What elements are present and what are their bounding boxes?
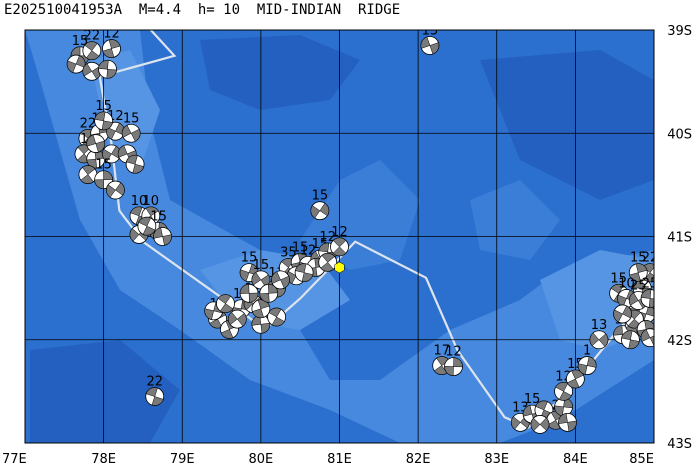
depth-label: 15	[292, 240, 309, 255]
longitude-labels: 77E 78E 79E 80E 81E 82E 83E 84E 85E	[2, 452, 654, 467]
depth-label: 15	[630, 251, 647, 266]
focal-mechanism	[125, 154, 145, 174]
depth-label: 15	[610, 271, 627, 286]
focal-mechanism	[86, 134, 106, 153]
focal-mechanism	[106, 180, 125, 200]
focal-mechanism	[318, 252, 338, 272]
focal-mechanism	[640, 328, 654, 348]
latitude-tick-label: 42S	[667, 334, 692, 349]
focal-mechanism	[216, 294, 235, 314]
focal-mechanism	[102, 39, 121, 58]
focal-mechanism	[577, 356, 597, 375]
focal-mechanism	[153, 227, 172, 246]
depth-label: 15	[524, 392, 541, 407]
focal-mechanisms: 1522122210121515115101015151012115151235…	[66, 23, 659, 434]
depth-label: 25	[642, 276, 659, 291]
latitude-tick-label: 41S	[667, 231, 692, 246]
focal-mechanism	[82, 61, 102, 81]
focal-mechanism	[330, 237, 349, 257]
map-title: E202510041953A M=4.4 h= 10 MID-INDIAN RI…	[4, 2, 401, 18]
longitude-tick-label: 83E	[484, 452, 509, 467]
depth-label: 15	[150, 209, 167, 224]
depth-label: 15	[312, 189, 329, 204]
focal-mechanism	[94, 111, 114, 131]
depth-label: 10	[618, 276, 635, 291]
depth-label: 15	[253, 258, 270, 273]
depth-label: 1	[583, 344, 591, 359]
focal-mechanism	[530, 415, 550, 434]
longitude-tick-label: 84E	[563, 452, 588, 467]
focal-mechanism	[121, 123, 141, 143]
depth-label: 22	[80, 116, 97, 131]
longitude-tick-label: 85E	[629, 452, 654, 467]
epicenter-marker	[334, 261, 345, 274]
depth-label: 10	[131, 194, 148, 209]
focal-mechanism	[565, 369, 585, 389]
focal-mechanism	[251, 270, 271, 290]
longitude-tick-label: 78E	[91, 452, 116, 467]
latitude-tick-label: 43S	[667, 437, 692, 452]
focal-mechanism	[98, 59, 117, 79]
focal-mechanism	[137, 216, 157, 236]
focal-mechanism	[259, 283, 279, 303]
focal-mechanism	[251, 314, 271, 334]
map-frame	[24, 29, 655, 444]
focal-mechanism	[294, 263, 314, 283]
depth-label: 1	[80, 132, 88, 147]
longitude-tick-label: 81E	[327, 452, 352, 467]
focal-mechanism	[640, 289, 654, 308]
longitude-tick-label: 77E	[2, 452, 27, 467]
latitude-tick-label: 40S	[667, 127, 692, 142]
depth-label: 12	[331, 225, 348, 240]
depth-label: 12	[103, 27, 120, 42]
focal-mechanism	[558, 412, 577, 432]
focal-mechanism	[271, 270, 290, 290]
focal-mechanism	[444, 357, 463, 376]
longitude-tick-label: 80E	[248, 452, 273, 467]
bathymetry-deep	[30, 35, 654, 443]
focal-mechanism	[239, 283, 259, 303]
depth-label: 10	[143, 194, 160, 209]
depth-label: 22	[642, 251, 659, 266]
focal-mechanism	[554, 381, 573, 401]
depth-label: 15	[95, 99, 112, 114]
depth-label: 12	[445, 345, 462, 360]
depth-label: 13	[591, 318, 608, 333]
focal-mechanism	[420, 36, 440, 55]
focal-mechanism	[227, 309, 247, 329]
focal-mechanism	[613, 304, 632, 324]
focal-mechanism	[589, 330, 609, 350]
focal-mechanism	[267, 307, 287, 327]
depth-label: 17	[433, 344, 450, 359]
longitude-tick-label: 79E	[170, 452, 195, 467]
depth-label: 12	[319, 230, 336, 245]
depth-label: 15	[95, 158, 112, 173]
depth-label: 22	[84, 29, 101, 44]
focal-mechanism	[621, 330, 640, 350]
depth-label: 25	[630, 279, 647, 294]
latitude-tick-label: 39S	[667, 24, 692, 39]
depth-label: 15	[123, 111, 140, 126]
depth-label: 15	[241, 251, 258, 266]
focal-mechanism	[78, 165, 98, 184]
focal-mechanism	[310, 201, 330, 221]
focal-mechanism	[145, 387, 165, 406]
focal-mechanism	[66, 54, 86, 74]
depth-label: 22	[146, 375, 163, 390]
depth-label: 15	[72, 34, 89, 49]
latitude-labels: 39S 40S 41S 42S 43S	[667, 24, 692, 452]
depth-label: 35	[280, 245, 297, 260]
focal-mechanism	[628, 263, 648, 283]
longitude-tick-label: 82E	[406, 452, 431, 467]
depth-label: 13	[422, 23, 439, 38]
focal-mechanism	[82, 41, 102, 61]
